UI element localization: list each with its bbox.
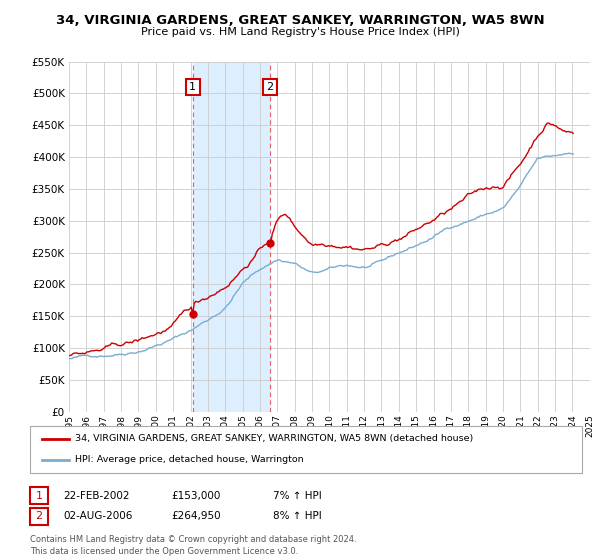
Text: HPI: Average price, detached house, Warrington: HPI: Average price, detached house, Warr… [75, 455, 304, 464]
Text: 2: 2 [266, 82, 274, 92]
Text: 8% ↑ HPI: 8% ↑ HPI [273, 511, 322, 521]
Text: 02-AUG-2006: 02-AUG-2006 [63, 511, 133, 521]
Text: 1: 1 [35, 491, 43, 501]
Bar [193, 62, 270, 412]
Text: Contains HM Land Registry data © Crown copyright and database right 2024.
This d: Contains HM Land Registry data © Crown c… [30, 535, 356, 556]
Text: £153,000: £153,000 [171, 491, 220, 501]
Text: Price paid vs. HM Land Registry's House Price Index (HPI): Price paid vs. HM Land Registry's House … [140, 27, 460, 37]
Text: 34, VIRGINIA GARDENS, GREAT SANKEY, WARRINGTON, WA5 8WN: 34, VIRGINIA GARDENS, GREAT SANKEY, WARR… [56, 14, 544, 27]
Text: 34, VIRGINIA GARDENS, GREAT SANKEY, WARRINGTON, WA5 8WN (detached house): 34, VIRGINIA GARDENS, GREAT SANKEY, WARR… [75, 435, 473, 444]
Text: £264,950: £264,950 [171, 511, 221, 521]
Text: 1: 1 [189, 82, 196, 92]
Text: 7% ↑ HPI: 7% ↑ HPI [273, 491, 322, 501]
Text: 22-FEB-2002: 22-FEB-2002 [63, 491, 130, 501]
Text: 2: 2 [35, 511, 43, 521]
